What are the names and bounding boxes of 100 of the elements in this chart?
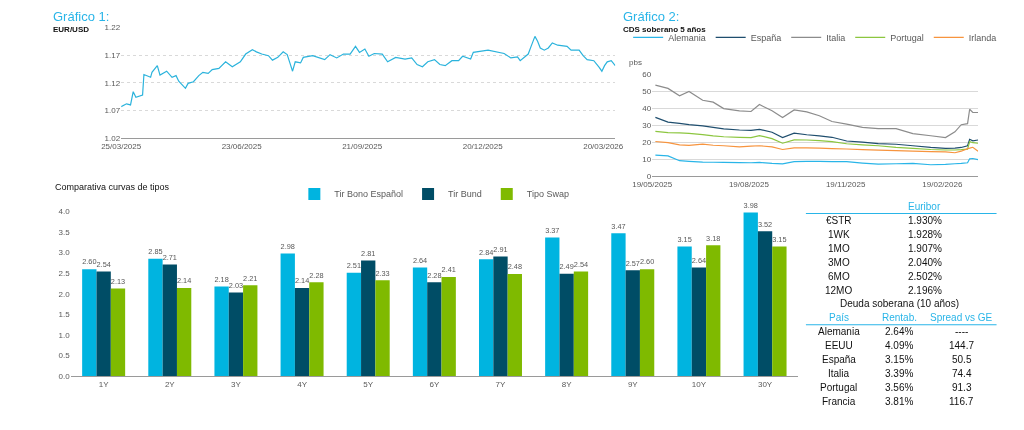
data-label: 2.54 [96, 259, 111, 269]
bar [743, 212, 758, 377]
bar [691, 267, 707, 377]
text: 12MO [825, 285, 853, 296]
text: 2.64% [885, 326, 914, 337]
text: 144.7 [949, 340, 975, 351]
y-tick-label: 10 [642, 155, 652, 165]
text: 6MO [828, 271, 850, 282]
y-tick-label: 60 [642, 70, 652, 80]
y-tick-label: 3.0 [58, 248, 71, 258]
bar [176, 288, 192, 377]
text: 91.3 [952, 382, 972, 393]
text: Portugal [820, 382, 858, 393]
bar [243, 285, 258, 377]
data-label: 2.57 [625, 258, 640, 268]
bar [82, 269, 97, 377]
data-label: 2.51 [346, 261, 362, 271]
bar [611, 233, 626, 377]
x-tick-label: 6Y [429, 379, 440, 389]
x-tick-label: 20/03/2026 [583, 141, 624, 151]
data-label: 2.28 [309, 270, 324, 280]
x-tick-label: 4Y [297, 379, 308, 389]
bar [412, 267, 428, 377]
y-tick-label: 20 [642, 138, 652, 148]
legend-label: Italia [826, 32, 846, 43]
bar [639, 269, 655, 377]
data-label: 2.71 [162, 252, 177, 262]
data-label: 2.49 [559, 262, 574, 272]
text: 116.7 [949, 396, 974, 407]
data-label: 3.15 [772, 234, 787, 244]
data-label: 2.18 [214, 274, 229, 284]
y-axis-title: pbs [629, 58, 642, 67]
x-tick-label: 19/08/2025 [728, 179, 770, 189]
data-label: 2.64 [691, 255, 707, 265]
bar [479, 259, 494, 377]
y-tick-label: 1.17 [104, 50, 121, 60]
text: 3.56% [885, 382, 914, 393]
bar [214, 286, 229, 377]
text: 3.15% [885, 354, 914, 365]
legend-label: Irlanda [968, 32, 997, 43]
data-label: 2.64 [412, 255, 428, 265]
chart-title: Comparativa curvas de tipos [55, 182, 170, 192]
y-tick-label: 2.5 [58, 269, 71, 279]
text: Euribor [908, 201, 941, 212]
bar [110, 288, 126, 377]
x-tick-label: 20/12/2025 [462, 141, 504, 151]
x-tick-label: 9Y [627, 379, 639, 389]
data-label: 2.85 [148, 247, 163, 257]
y-tick-label: 1.02 [104, 133, 121, 143]
text: 1.907% [908, 243, 943, 254]
data-label: 3.37 [545, 225, 560, 235]
x-tick-label: 19/05/2025 [632, 179, 673, 189]
data-label: 2.41 [441, 265, 456, 275]
bar [228, 292, 244, 377]
x-tick-label: 7Y [495, 379, 507, 389]
y-tick-label: 1.07 [104, 106, 121, 116]
line-series [121, 35, 616, 108]
y-tick-label: 1.5 [58, 310, 71, 320]
y-tick-label: 2.0 [58, 289, 71, 299]
data-label: 2.98 [280, 241, 295, 251]
text: 2.040% [908, 257, 943, 268]
legend-label: Alemania [668, 32, 706, 43]
bar [280, 253, 295, 377]
data-label: 2.21 [243, 273, 258, 283]
bar [559, 273, 574, 377]
text: Rentab. [882, 312, 918, 323]
data-label: 3.98 [743, 200, 758, 210]
y-tick-label: 1.12 [104, 78, 121, 88]
bar [441, 276, 456, 377]
text: 1.930% [908, 215, 943, 226]
text: País [829, 312, 850, 323]
chart-subtitle: EUR/USD [53, 25, 90, 34]
x-tick-label: 30Y [757, 379, 773, 389]
line-series [654, 140, 979, 154]
x-tick-label: 23/06/2025 [221, 141, 263, 151]
x-tick-label: 21/09/2025 [342, 141, 383, 151]
line-series [654, 116, 979, 149]
bar [162, 264, 177, 377]
data-label: 2.03 [228, 280, 244, 290]
legend-label: Tir Bono Español [334, 189, 404, 200]
data-label: 2.91 [493, 244, 508, 254]
y-tick-label: 1.22 [104, 23, 121, 33]
y-tick-label: 1.0 [58, 330, 71, 340]
text: 2.502% [908, 271, 943, 282]
bar [427, 282, 442, 377]
legend-label: Tir Bund [448, 189, 482, 200]
line-series [654, 154, 979, 166]
text: Spread vs GE [930, 312, 993, 323]
text: 2.196% [908, 285, 943, 296]
bar [757, 231, 773, 377]
y-tick-label: 0.0 [58, 371, 71, 381]
bar [625, 270, 640, 377]
bar [346, 272, 362, 377]
text: 1WK [828, 229, 850, 240]
legend-label: Tipo Swap [526, 189, 569, 200]
bar [706, 245, 721, 377]
text: ---- [955, 326, 969, 337]
chart-title: Gráfico 2: [623, 9, 680, 24]
data-label: 3.15 [677, 234, 692, 244]
x-tick-label: 3Y [231, 379, 242, 389]
